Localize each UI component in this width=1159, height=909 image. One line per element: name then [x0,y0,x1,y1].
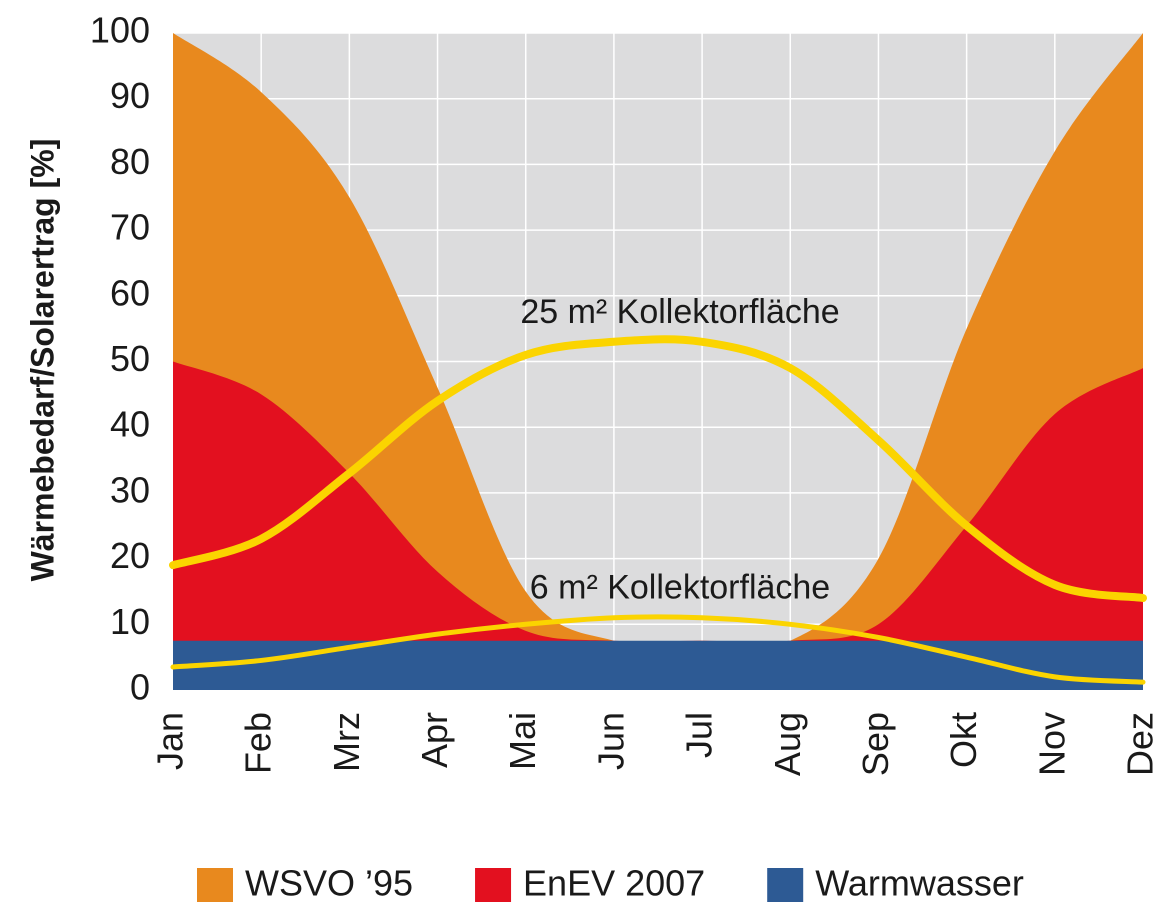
annotation: 6 m² Kollektorfläche [530,569,830,607]
y-tick-label: 80 [110,141,150,182]
line [169,335,1147,603]
line [170,614,1146,685]
y-tick-label: 0 [130,667,150,708]
legend-swatch [767,868,804,902]
y-tick-label: 30 [110,469,150,510]
x-tick-label: Okt [943,712,984,768]
legend-swatch [475,868,512,902]
y-tick-label: 40 [110,404,150,445]
y-tick-label: 10 [110,601,150,642]
x-tick-label: Sep [855,712,896,776]
y-tick-label: 100 [90,10,150,51]
y-tick-label: 50 [110,338,150,379]
x-tick-label: Feb [238,712,279,774]
x-tick-label: Dez [1120,712,1159,776]
y-tick-label: 60 [110,272,150,313]
legend-swatch [197,868,233,902]
legend-label: Warmwasser [815,863,1024,904]
x-tick-label: Apr [414,712,455,768]
area [173,33,1143,690]
y-tick-label: 20 [110,535,150,576]
area [173,640,1143,690]
x-tick-label: Nov [1031,712,1072,776]
x-tick-label: Mai [502,712,543,770]
y-axis-title: Wärmebedarf/Solarertrag [%] [24,139,60,582]
annotation: 25 m² Kollektorfläche [520,293,839,331]
x-tick-label: Mrz [326,712,367,772]
y-tick-label: 90 [110,75,150,116]
legend-label: WSVO ’95 [245,863,413,904]
x-tick-label: Jan [150,712,191,770]
area [173,361,1143,690]
x-tick-label: Jul [679,712,720,758]
y-tick-label: 70 [110,207,150,248]
legend-label: EnEV 2007 [523,863,705,904]
x-tick-label: Jun [590,712,631,770]
x-tick-label: Aug [767,712,808,776]
